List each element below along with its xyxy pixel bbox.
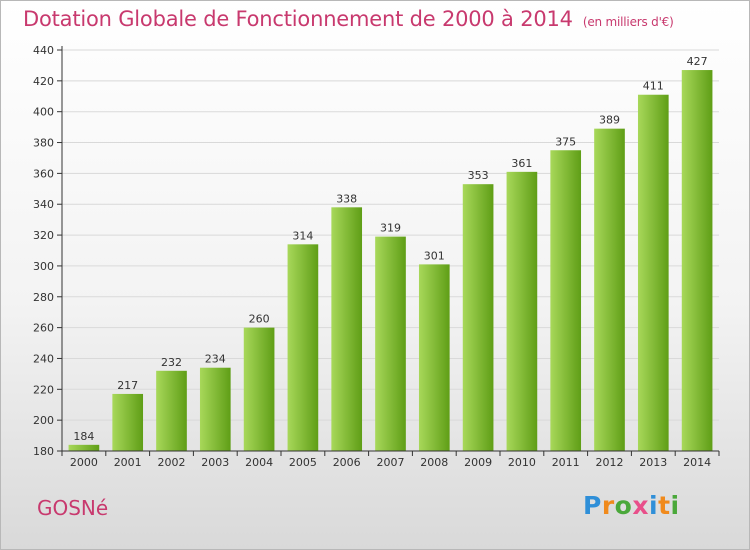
y-tick-label: 420 <box>33 75 54 88</box>
x-tick-label-2009: 2009 <box>464 456 492 469</box>
y-tick-label: 320 <box>33 229 54 242</box>
bar-2004 <box>243 327 275 451</box>
chart-title-text: Dotation Globale de Fonctionnement de 20… <box>23 7 573 31</box>
y-tick-label: 400 <box>33 106 54 119</box>
bar-2009 <box>462 184 494 451</box>
bar-2002 <box>156 370 187 451</box>
data-label-2011: 375 <box>555 135 576 148</box>
x-tick-label-2002: 2002 <box>158 456 186 469</box>
x-tick-label-2013: 2013 <box>639 456 667 469</box>
y-tick-label: 180 <box>33 445 54 458</box>
bar-2003 <box>199 367 231 451</box>
x-tick-label-2010: 2010 <box>508 456 536 469</box>
bar-2011 <box>550 150 582 451</box>
chart-subtitle: (en milliers d'€) <box>582 15 674 29</box>
data-label-2002: 232 <box>161 356 182 369</box>
y-tick-label: 380 <box>33 137 54 150</box>
y-tick-label: 200 <box>33 414 54 427</box>
x-tick-label-2004: 2004 <box>245 456 273 469</box>
x-tick-label-2011: 2011 <box>552 456 580 469</box>
logo-letter: x <box>632 491 649 520</box>
x-tick-label-2001: 2001 <box>114 456 142 469</box>
data-label-2001: 217 <box>117 379 138 392</box>
commune-name: GOSNé <box>37 496 109 520</box>
bar-2008 <box>418 264 450 451</box>
logo-letter: i <box>670 491 680 520</box>
data-label-2007: 319 <box>380 222 401 235</box>
logo-letter: P <box>583 491 602 520</box>
y-tick-label: 360 <box>33 167 54 180</box>
bar-2007 <box>375 236 406 451</box>
data-label-2010: 361 <box>511 157 532 170</box>
proxiti-logo: Proxiti <box>583 491 680 520</box>
y-tick-label: 280 <box>33 291 54 304</box>
bar-2001 <box>112 393 144 451</box>
x-tick-label-2005: 2005 <box>289 456 317 469</box>
chart-title: Dotation Globale de Fonctionnement de 20… <box>23 7 674 31</box>
bar-2013 <box>637 94 669 451</box>
data-label-2000: 184 <box>73 430 94 443</box>
bar-2000 <box>68 444 100 451</box>
data-labels: 184 217 232 234 260 314 338 319 301 353 361 375 389 4… <box>73 55 707 443</box>
bar-2012 <box>594 128 625 451</box>
logo-letter: t <box>658 491 671 520</box>
logo-letter: i <box>649 491 659 520</box>
data-label-2009: 353 <box>468 169 489 182</box>
x-tick-label-2003: 2003 <box>201 456 229 469</box>
data-label-2012: 389 <box>599 114 620 127</box>
x-tick-label-2012: 2012 <box>596 456 624 469</box>
x-tick-label-2007: 2007 <box>377 456 405 469</box>
x-tick-label-2008: 2008 <box>420 456 448 469</box>
y-tick-label: 340 <box>33 198 54 211</box>
bar-2006 <box>331 207 363 451</box>
x-tick-label-2000: 2000 <box>70 456 98 469</box>
axes: 180 200 220 240 260 280 300 320 340 360 380 400 420 4… <box>33 44 720 469</box>
logo-letter: r <box>601 491 615 520</box>
y-tick-label: 260 <box>33 322 54 335</box>
data-label-2003: 234 <box>205 353 226 366</box>
data-label-2014: 427 <box>687 55 708 68</box>
data-label-2013: 411 <box>643 80 664 93</box>
y-tick-label: 240 <box>33 352 54 365</box>
bar-2014 <box>681 70 713 452</box>
bar-2010 <box>506 171 538 452</box>
x-tick-label-2014: 2014 <box>683 456 711 469</box>
y-tick-label: 220 <box>33 383 54 396</box>
data-label-2006: 338 <box>336 192 357 205</box>
bar-2005 <box>287 244 319 451</box>
x-tick-label-2006: 2006 <box>333 456 361 469</box>
y-tick-label: 300 <box>33 260 54 273</box>
logo-letter: o <box>614 491 633 520</box>
y-tick-label: 440 <box>33 44 54 57</box>
data-label-2005: 314 <box>292 229 313 242</box>
bars <box>68 70 713 452</box>
data-label-2008: 301 <box>424 249 445 262</box>
data-label-2004: 260 <box>249 313 270 326</box>
